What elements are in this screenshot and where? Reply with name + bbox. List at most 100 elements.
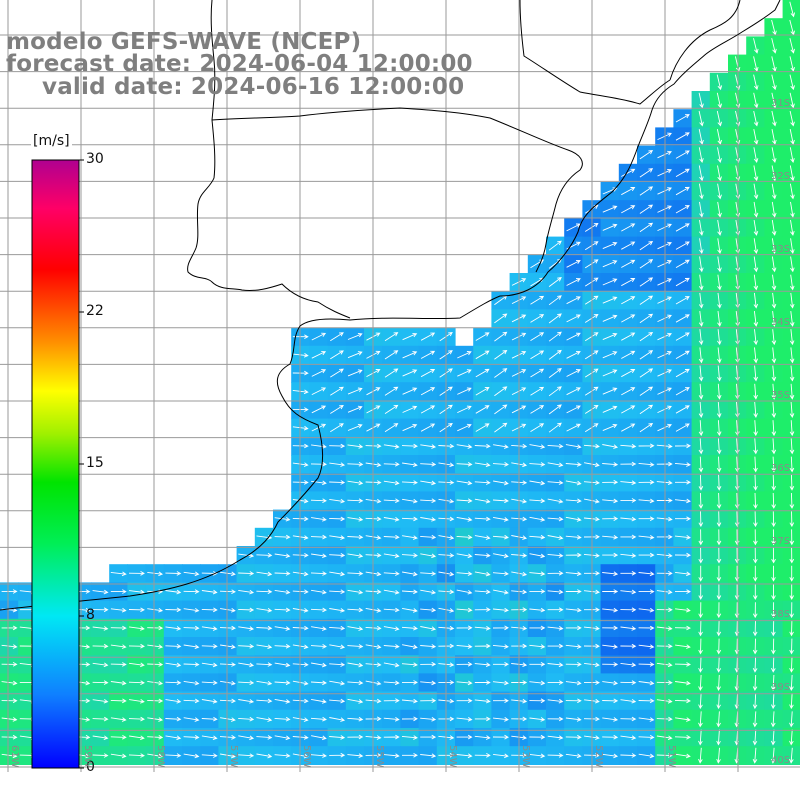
wind-arrow — [789, 584, 794, 600]
wind-arrow — [183, 644, 200, 650]
wind-arrow — [1, 680, 18, 686]
wind-arrow — [674, 589, 691, 594]
wind-arrow — [201, 626, 218, 631]
wind-arrow — [457, 387, 472, 395]
wind-arrow — [789, 602, 794, 619]
wind-arrow — [639, 404, 654, 415]
wind-arrow — [475, 350, 490, 360]
wind-arrow — [347, 369, 363, 377]
wind-arrow — [699, 256, 704, 273]
wind-arrow — [638, 698, 655, 704]
wind-arrow — [147, 607, 164, 613]
wind-arrow — [329, 717, 346, 722]
wind-arrow — [716, 401, 722, 418]
wind-arrow — [698, 711, 703, 728]
wind-arrow — [329, 608, 346, 613]
wind-arrow — [657, 314, 672, 323]
wind-arrow — [565, 607, 582, 613]
wind-arrow — [639, 313, 654, 324]
wind-arrow — [110, 607, 127, 613]
wind-arrow — [165, 607, 182, 613]
wind-arrow — [675, 168, 690, 177]
wind-arrow — [675, 644, 691, 649]
wind-arrow — [675, 259, 690, 268]
wind-arrow — [771, 383, 777, 400]
wind-arrow — [274, 662, 291, 668]
wind-arrow — [789, 383, 795, 400]
wind-arrow — [456, 625, 473, 631]
wind-arrow — [638, 498, 655, 504]
wind-arrow — [566, 387, 581, 396]
wind-arrow — [771, 292, 777, 309]
wind-arrow — [548, 277, 562, 287]
wind-arrow — [493, 662, 509, 667]
wind-arrow — [129, 735, 145, 741]
wind-arrow — [183, 589, 200, 594]
wind-arrow — [529, 717, 546, 722]
wind-arrow — [383, 626, 400, 631]
wind-arrow — [753, 220, 759, 236]
wind-arrow — [771, 38, 777, 54]
wind-arrow — [475, 368, 490, 378]
wind-arrow — [716, 729, 721, 746]
wind-arrow — [565, 480, 582, 486]
wind-arrow — [110, 644, 127, 649]
wind-arrow — [274, 534, 291, 540]
wind-arrow — [330, 404, 344, 414]
wind-arrow — [310, 644, 327, 649]
wind-arrow — [494, 313, 508, 324]
wind-arrow — [752, 602, 758, 619]
wind-arrow — [384, 386, 399, 396]
wind-arrow — [698, 110, 704, 127]
wind-arrow — [716, 456, 722, 473]
wind-arrow — [110, 589, 127, 594]
wind-arrow — [602, 205, 618, 213]
wind-arrow — [716, 565, 722, 582]
wind-arrow — [717, 220, 722, 236]
wind-arrow — [530, 386, 545, 396]
wind-arrow — [639, 259, 654, 269]
wind-arrow — [129, 589, 145, 595]
wind-arrow — [638, 625, 655, 631]
wind-arrow — [311, 517, 327, 522]
wind-arrow — [165, 716, 182, 722]
wind-arrow — [548, 313, 562, 324]
wind-arrow — [674, 662, 691, 667]
wind-arrow — [675, 114, 690, 123]
wind-arrow — [383, 734, 400, 740]
wind-arrow — [201, 644, 218, 649]
wind-arrow — [384, 404, 399, 414]
wind-arrow — [547, 498, 564, 504]
wind-arrow — [717, 165, 722, 182]
wind-arrow — [698, 347, 704, 364]
wind-arrow — [347, 662, 364, 668]
wind-arrow — [474, 662, 491, 668]
wind-arrow — [492, 607, 509, 613]
wind-arrow — [565, 498, 582, 504]
wind-arrow — [474, 553, 491, 558]
wind-arrow — [771, 311, 777, 327]
wind-arrow — [698, 565, 703, 582]
wind-arrow — [456, 553, 473, 559]
wind-arrow — [753, 274, 759, 291]
wind-arrow — [456, 661, 473, 667]
wind-arrow — [492, 680, 509, 686]
wind-arrow — [698, 401, 704, 418]
wind-arrow — [565, 571, 582, 577]
wind-arrow — [128, 643, 145, 649]
wind-arrow — [789, 401, 795, 418]
wind-arrow — [716, 693, 721, 710]
latitude-label: 36S — [771, 463, 791, 474]
wind-arrow — [311, 735, 327, 741]
wind-arrow — [565, 462, 582, 467]
wind-arrow — [675, 223, 690, 232]
wind-arrow — [621, 314, 636, 323]
wind-arrow — [657, 423, 672, 432]
wind-arrow — [474, 462, 491, 468]
wind-arrow — [274, 698, 291, 704]
wind-arrow — [529, 462, 546, 467]
wind-arrow — [329, 752, 346, 758]
wind-arrow — [329, 735, 346, 740]
wind-arrow — [256, 753, 273, 759]
wind-arrow — [256, 608, 273, 613]
